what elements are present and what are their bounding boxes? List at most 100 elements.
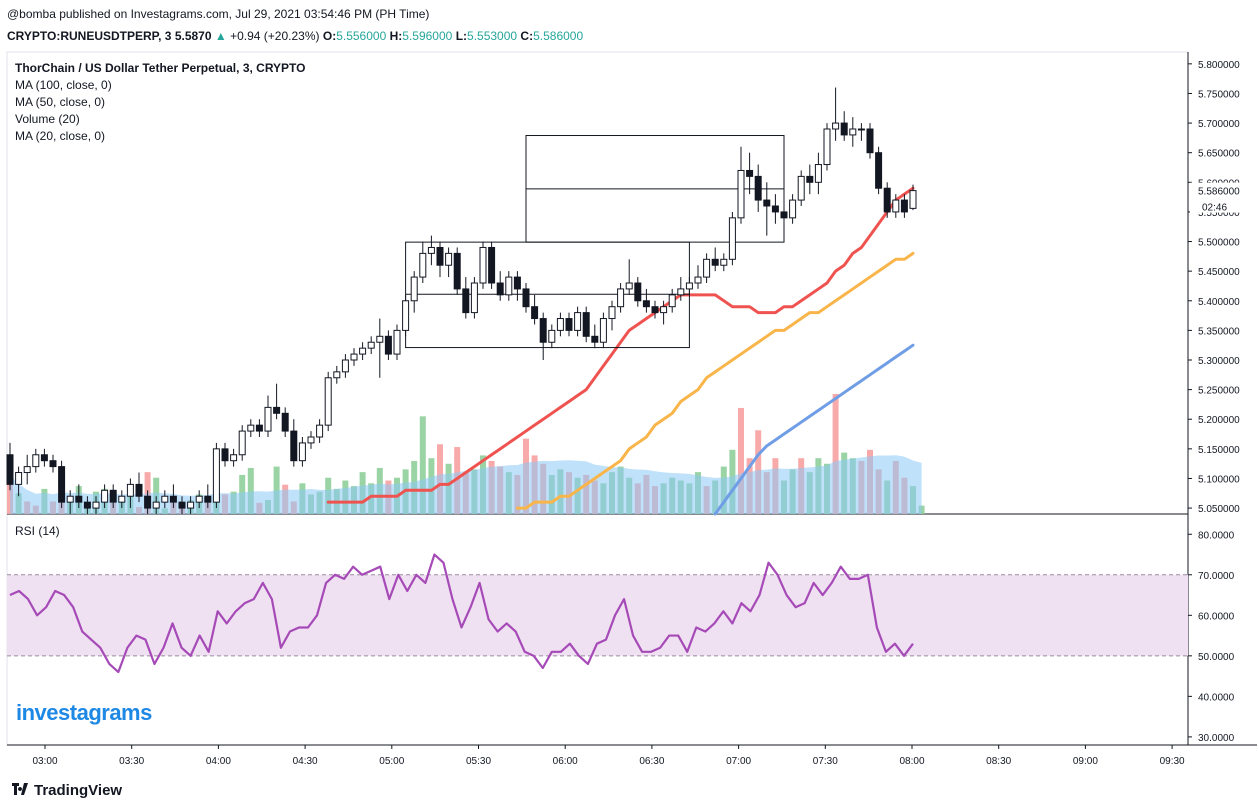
candle-body [866, 128, 874, 154]
candle-body [505, 276, 513, 296]
candle-body [771, 205, 779, 213]
candle-body [135, 483, 143, 497]
candle-body [307, 436, 315, 444]
candle-body [677, 288, 685, 296]
price-tick-label: 5.750000 [1198, 89, 1240, 100]
ma20-line [326, 186, 915, 504]
candle-body [513, 276, 521, 290]
candle-body [445, 252, 453, 266]
candle-body [15, 472, 23, 485]
candle-body [101, 489, 109, 503]
candle-body [273, 406, 281, 414]
rsi-tick-label: 80.0000 [1198, 530, 1235, 541]
candle-body [298, 442, 306, 462]
candle-body [367, 341, 375, 349]
time-tick-label: 06:00 [553, 756, 578, 767]
time-tick-label: 04:00 [206, 756, 231, 767]
legend-ma50[interactable]: MA (50, close, 0) [15, 95, 106, 109]
candle-body [806, 175, 814, 183]
candle-body [290, 430, 298, 462]
candle-body [531, 306, 539, 320]
candle-body [840, 122, 848, 136]
candle-body [883, 187, 891, 213]
price-tick-label: 5.350000 [1198, 326, 1240, 337]
candle-body [728, 217, 736, 260]
candle-body [892, 199, 900, 213]
candle-body [496, 282, 504, 296]
candle-body [625, 282, 633, 290]
candle-body [703, 258, 711, 278]
ma100-line [713, 343, 915, 516]
rsi-tick-label: 50.0000 [1198, 652, 1235, 663]
candle-body [754, 175, 762, 201]
candle-body [384, 335, 392, 355]
candle-body [737, 169, 745, 219]
candle-body [393, 329, 401, 355]
candle-body [642, 300, 650, 308]
candle-body [204, 495, 212, 503]
rsi-line [9, 553, 914, 674]
candle-body [522, 288, 530, 308]
price-tick-label: 5.400000 [1198, 297, 1240, 308]
candle-body [247, 424, 255, 432]
candle-body [255, 424, 263, 432]
candle-body [427, 246, 435, 254]
candle-body [608, 306, 616, 320]
time-tick-label: 09:00 [1073, 756, 1098, 767]
price-tick-label: 5.450000 [1198, 267, 1240, 278]
time-tick-label: 04:30 [293, 756, 318, 767]
candle-body [109, 489, 117, 503]
candle-body [591, 335, 599, 343]
time-tick-label: 05:00 [379, 756, 404, 767]
candle-body [711, 258, 719, 266]
candle-body [376, 335, 384, 343]
legend-ma20[interactable]: MA (20, close, 0) [15, 129, 106, 143]
candle-body [470, 282, 478, 314]
price-tick-label: 5.150000 [1198, 445, 1240, 456]
candle-body [685, 282, 693, 290]
candle-body [574, 312, 582, 331]
high-value: 5.596000 [402, 29, 453, 43]
price-tick-label: 5.500000 [1198, 238, 1240, 249]
candle-body [582, 312, 590, 337]
candle-body [909, 190, 917, 209]
time-tick-label: 09:30 [1160, 756, 1185, 767]
candle-body [875, 152, 883, 189]
candle-body [58, 466, 66, 503]
candle-body [402, 300, 410, 331]
legend-volume[interactable]: Volume (20) [15, 112, 80, 126]
volume-bar [738, 407, 744, 514]
candle-body [556, 318, 564, 331]
candle-body [350, 353, 358, 361]
candle-body [316, 424, 324, 438]
volume-bar [419, 416, 426, 514]
candle-body [23, 466, 31, 474]
symbol-label: CRYPTO:RUNEUSDTPERP, 3 [7, 29, 172, 43]
legend-ma100[interactable]: MA (100, close, 0) [15, 78, 112, 92]
rsi-label[interactable]: RSI (14) [15, 524, 60, 538]
volume-bar [273, 466, 280, 514]
candle-body [617, 288, 625, 308]
candle-body [83, 501, 91, 509]
chart-legend: ThorChain / US Dollar Tether Perpetual, … [15, 60, 306, 145]
candle-body [92, 501, 100, 509]
price-tick-label: 5.700000 [1198, 119, 1240, 130]
price-tick-label: 5.550000 [1198, 208, 1240, 219]
candle-body [49, 460, 57, 468]
price-tick-label: 5.050000 [1198, 504, 1240, 515]
price-badge-countdown: 02:46 [1202, 203, 1227, 214]
candle-body [40, 454, 48, 462]
candle-body [410, 276, 418, 302]
candle-body [419, 252, 427, 278]
candle-body [32, 454, 40, 468]
candle-body [212, 448, 220, 503]
price-badge-label: 5.586000 [1198, 187, 1240, 198]
candle-body [694, 276, 702, 284]
candle-body [238, 430, 246, 456]
candle-body [797, 175, 805, 201]
volume-ma-area [10, 455, 922, 514]
candle-body [281, 412, 289, 432]
price-tick-label: 5.100000 [1198, 474, 1240, 485]
low-value: 5.553000 [467, 29, 518, 43]
